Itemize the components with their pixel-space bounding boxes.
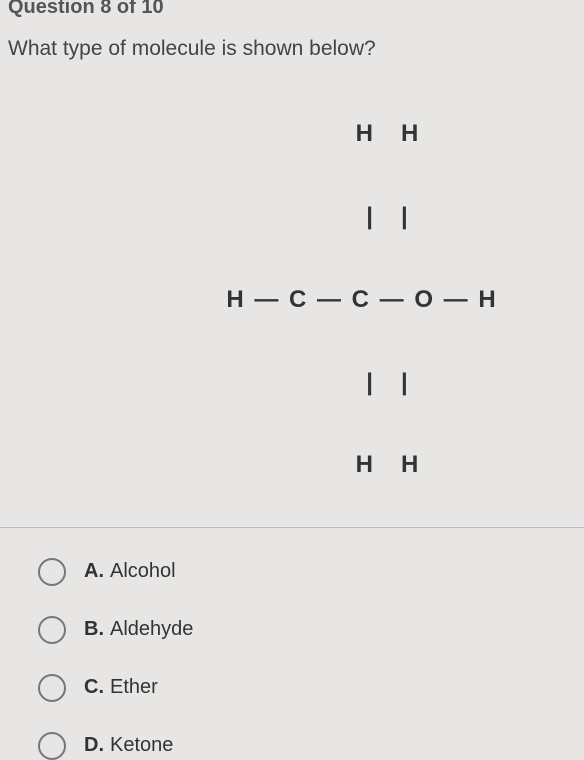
molecule-row-4: | |	[140, 369, 584, 397]
molecule-row-3: H — C — C — O — H	[140, 286, 584, 314]
molecule-row-1: H H	[140, 120, 584, 148]
question-prompt: What type of molecule is shown below?	[0, 27, 584, 65]
option-letter: A.	[84, 560, 104, 583]
option-d[interactable]: D. Ketone	[38, 732, 584, 760]
section-divider	[0, 527, 584, 528]
option-letter: D.	[84, 734, 104, 757]
option-text: Alcohol	[110, 560, 176, 583]
option-a[interactable]: A. Alcohol	[38, 558, 584, 586]
molecule-structure-diagram: H H | | H — C — C — O — H | | H H	[140, 65, 584, 507]
radio-icon[interactable]	[38, 732, 66, 760]
option-letter: C.	[84, 676, 104, 699]
molecule-row-5: H H	[140, 451, 584, 479]
option-text: Ketone	[110, 734, 173, 757]
option-letter: B.	[84, 618, 104, 641]
radio-icon[interactable]	[38, 674, 66, 702]
molecule-row-2: | |	[140, 203, 584, 231]
option-text: Ether	[110, 676, 158, 699]
option-text: Aldehyde	[110, 618, 193, 641]
option-b[interactable]: B. Aldehyde	[38, 616, 584, 644]
option-c[interactable]: C. Ether	[38, 674, 584, 702]
question-number-header: Question 8 of 10	[0, 0, 584, 27]
radio-icon[interactable]	[38, 558, 66, 586]
radio-icon[interactable]	[38, 616, 66, 644]
answer-options-container: A. Alcohol B. Aldehyde C. Ether D. Keton…	[0, 558, 584, 760]
